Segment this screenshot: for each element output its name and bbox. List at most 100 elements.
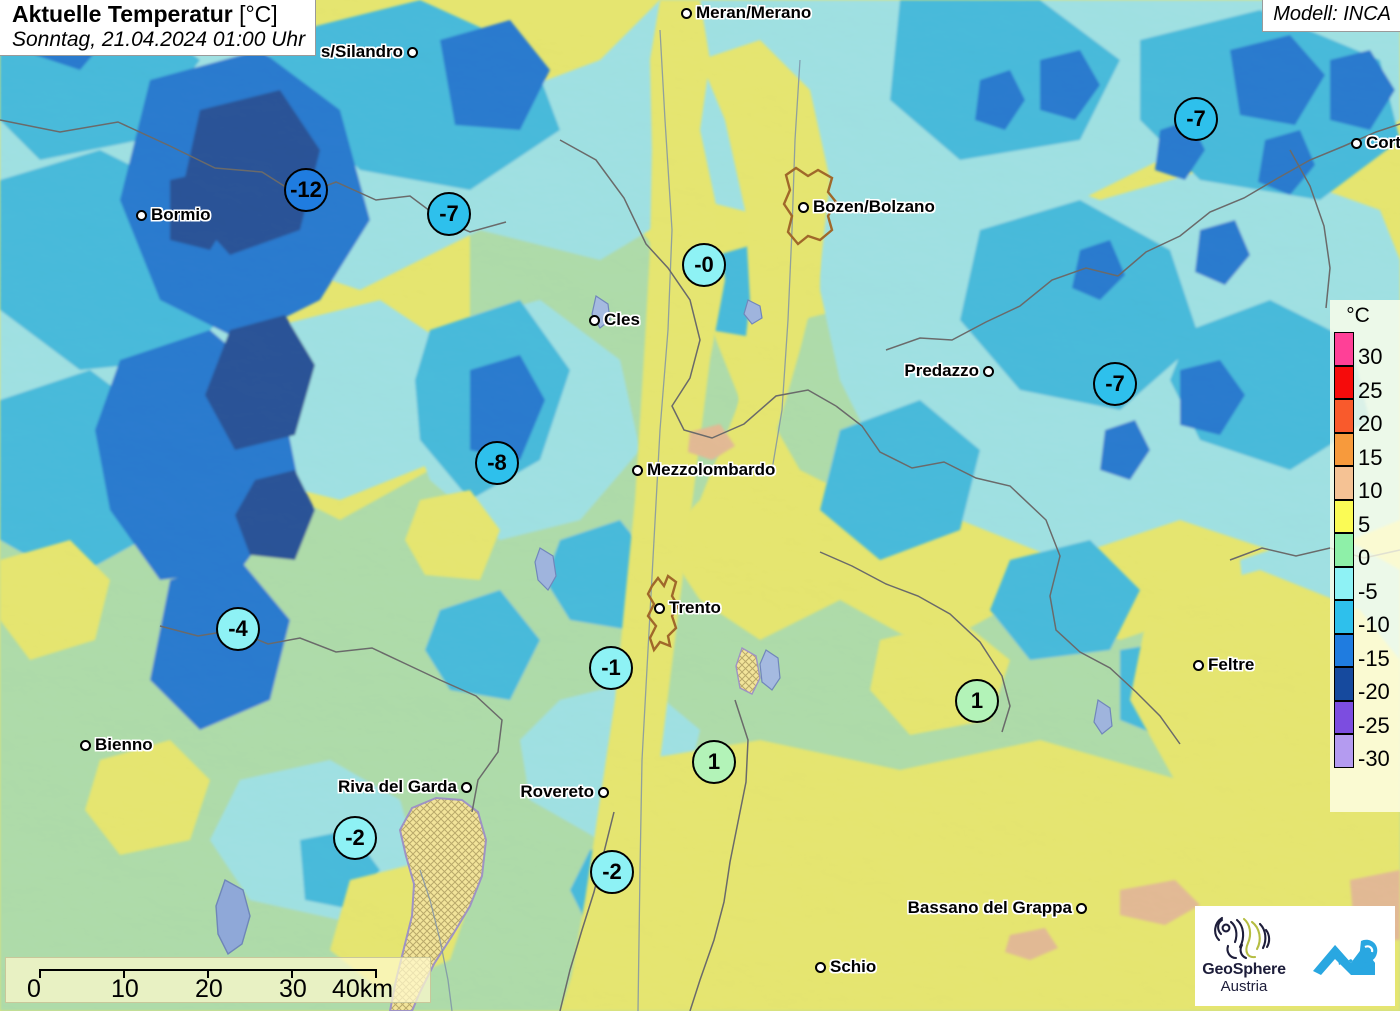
city-label: Bozen/Bolzano (813, 197, 935, 216)
city-label: s/Silandro (320, 42, 403, 61)
map-timestamp: Sonntag, 21.04.2024 01:00 Uhr (12, 27, 306, 51)
city-label: Trento (669, 598, 721, 617)
legend-label: -30 (1358, 746, 1390, 771)
temperature-marker[interactable]: -2 (333, 816, 377, 860)
legend-row: -25 (1334, 700, 1390, 736)
city-marker[interactable]: Riva del Garda (338, 777, 472, 797)
scale-tick (123, 969, 125, 978)
city-label: Bienno (95, 735, 153, 754)
city-marker[interactable]: Bozen/Bolzano (798, 197, 935, 217)
temperature-marker[interactable]: 1 (955, 679, 999, 723)
legend-color-strip: 30 25 20 15 10 5 0 -5 -10 -15 -20 -25 -30 (1334, 332, 1390, 770)
legend-swatch (1334, 499, 1354, 533)
temperature-marker[interactable]: -7 (1174, 97, 1218, 141)
city-marker[interactable]: s/Silandro (321, 42, 418, 62)
legend-swatch (1334, 566, 1354, 600)
city-label: Riva del Garda (337, 777, 457, 796)
city-marker[interactable]: Bormio (136, 205, 211, 225)
city-label: Mezzolombardo (647, 460, 776, 479)
legend-row: -30 (1334, 734, 1390, 770)
model-card: Modell: INCA (1262, 0, 1400, 32)
city-marker[interactable]: Mezzolombardo (632, 460, 775, 480)
city-label: Feltre (1208, 655, 1255, 674)
temperature-marker[interactable]: -8 (475, 441, 519, 485)
legend-row: -20 (1334, 667, 1390, 703)
model-label: Modell: INCA (1273, 3, 1391, 25)
legend-swatch (1334, 700, 1354, 734)
city-label: Meran/Merano (696, 3, 812, 22)
legend-row: 10 (1334, 466, 1382, 502)
scale-tick-label: 40km (332, 975, 394, 1003)
page-title: Aktuelle Temperatur [°C] (12, 1, 305, 28)
city-dot-icon (407, 46, 418, 58)
legend-row: -15 (1334, 633, 1390, 669)
city-marker[interactable]: Predazzo (904, 361, 994, 381)
legend-row: -5 (1334, 566, 1378, 602)
legend-swatch (1334, 432, 1354, 466)
temperature-marker[interactable]: -7 (427, 192, 471, 236)
legend-row: 25 (1334, 365, 1382, 401)
legend-row: 30 (1334, 332, 1382, 368)
city-dot-icon (136, 209, 147, 221)
legend-row: -10 (1334, 600, 1390, 636)
map-title-card: Aktuelle Temperatur [°C] Sonntag, 21.04.… (0, 0, 317, 57)
legend-row: 0 (1334, 533, 1370, 569)
city-dot-icon (80, 739, 91, 751)
city-marker[interactable]: Bassano del Grappa (908, 898, 1087, 918)
temperature-marker[interactable]: -2 (590, 850, 634, 894)
scale-bar: 0 10 20 30 40km (5, 957, 431, 1003)
legend-swatch (1334, 667, 1354, 701)
city-marker[interactable]: Rovereto (520, 782, 609, 802)
geosphere-mark-icon (1214, 917, 1271, 960)
temperature-marker[interactable]: -7 (1093, 362, 1137, 406)
city-marker[interactable]: Feltre (1193, 655, 1254, 675)
legend-label: -15 (1358, 645, 1390, 671)
scale-tick (291, 969, 293, 978)
city-marker[interactable]: Cortin (1351, 133, 1400, 153)
geosphere-logo[interactable]: GeoSphere Austria (1195, 906, 1293, 1006)
legend-swatch (1334, 332, 1354, 366)
scale-tick-label: 30 (279, 975, 307, 1003)
city-marker[interactable]: Trento (654, 598, 721, 618)
city-dot-icon (461, 781, 472, 793)
city-label: Bormio (151, 205, 211, 224)
temperature-marker[interactable]: -4 (216, 607, 260, 651)
city-label: Predazzo (904, 361, 979, 380)
city-marker[interactable]: Schio (815, 957, 876, 977)
city-label: Cles (604, 310, 640, 329)
city-dot-icon (1351, 137, 1362, 149)
legend-row: 15 (1334, 432, 1382, 468)
legend-swatch (1334, 365, 1354, 399)
city-marker[interactable]: Meran/Merano (681, 3, 811, 23)
legend-row: 5 (1334, 499, 1370, 535)
temperature-marker[interactable]: -0 (682, 243, 726, 287)
legend-swatch (1334, 600, 1354, 634)
scale-tick-label: 0 (27, 975, 41, 1003)
city-dot-icon (815, 961, 826, 973)
city-marker[interactable]: Bienno (80, 735, 153, 755)
city-label: Schio (830, 957, 877, 976)
city-marker[interactable]: Cles (589, 310, 640, 330)
city-dot-icon (798, 201, 809, 213)
temperature-marker[interactable]: 1 (692, 740, 736, 784)
legend-label: 15 (1358, 444, 1383, 470)
legend-row: 20 (1334, 399, 1382, 435)
legend-label: 30 (1358, 344, 1383, 369)
legend-label: -20 (1358, 679, 1390, 704)
temperature-legend: °C 30 25 20 15 10 5 0 -5 -10 -15 -20 -25 -30 (1330, 300, 1400, 812)
legend-label: -5 (1358, 578, 1378, 604)
city-label: Bassano del Grappa (907, 898, 1072, 917)
city-dot-icon (598, 786, 609, 798)
legend-swatch (1334, 466, 1354, 500)
legend-swatch (1334, 533, 1354, 567)
partner-logo[interactable] (1293, 906, 1395, 1006)
temperature-marker[interactable]: -1 (589, 646, 633, 690)
legend-label: -25 (1358, 712, 1390, 738)
legend-label: 0 (1358, 545, 1371, 570)
geosphere-wordmark: GeoSphere (1202, 961, 1286, 979)
city-dot-icon (632, 464, 643, 476)
city-dot-icon (654, 602, 665, 614)
legend-unit-label: °C (1346, 304, 1370, 327)
temperature-marker[interactable]: -12 (284, 168, 328, 212)
